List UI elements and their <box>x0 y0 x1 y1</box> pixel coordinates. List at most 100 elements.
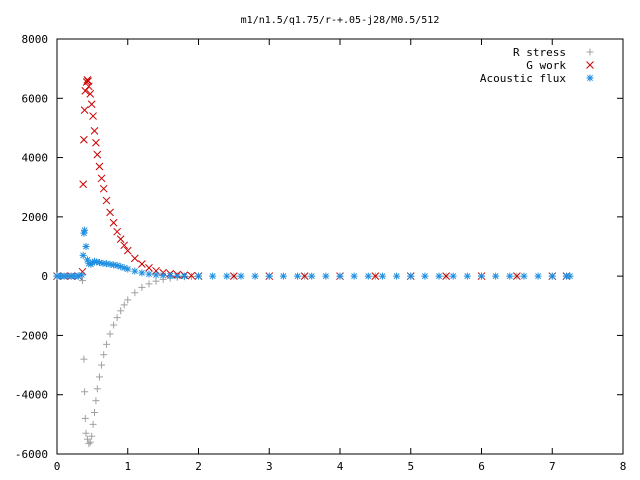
legend-label: R stress <box>513 46 566 59</box>
data-point <box>93 385 101 393</box>
data-point <box>80 106 89 114</box>
data-point <box>478 272 485 280</box>
data-point <box>513 272 521 280</box>
data-point <box>95 162 104 171</box>
data-point <box>393 272 401 280</box>
series-2 <box>53 226 574 280</box>
data-point <box>166 272 174 280</box>
x-tick-label: 6 <box>478 460 485 473</box>
data-point <box>520 272 528 280</box>
y-tick-label: 6000 <box>22 92 49 105</box>
data-point <box>265 272 273 280</box>
data-point <box>180 272 188 280</box>
data-point <box>138 260 146 268</box>
data-point <box>89 112 97 120</box>
data-point <box>93 150 102 159</box>
x-tick-label: 0 <box>54 460 61 473</box>
data-point <box>116 235 125 243</box>
x-tick-label: 7 <box>549 460 556 473</box>
x-tick-label: 3 <box>266 460 273 473</box>
data-point <box>81 87 90 95</box>
data-point <box>92 138 100 147</box>
data-point <box>123 246 132 255</box>
data-point <box>87 100 96 109</box>
data-point <box>300 272 309 280</box>
data-point <box>86 89 95 98</box>
legend-marker <box>586 74 594 82</box>
data-point <box>237 272 245 280</box>
data-point <box>79 180 88 189</box>
data-point <box>173 272 181 280</box>
x-tick-label: 8 <box>620 460 627 473</box>
data-point <box>131 267 139 275</box>
data-point <box>95 259 103 267</box>
data-point <box>187 272 195 280</box>
data-point <box>84 82 93 91</box>
x-tick-label: 4 <box>337 460 344 473</box>
data-point <box>534 272 542 280</box>
data-point <box>407 272 415 280</box>
data-point <box>350 272 358 280</box>
data-point <box>100 351 108 359</box>
y-tick-label: 2000 <box>22 211 49 224</box>
data-point <box>82 429 90 437</box>
data-point <box>86 438 94 446</box>
data-point <box>548 272 556 280</box>
data-point <box>120 264 128 272</box>
data-point <box>113 314 121 322</box>
data-point <box>124 296 132 304</box>
data-point <box>78 271 86 279</box>
data-point <box>152 277 160 285</box>
data-point <box>138 269 146 277</box>
y-tick-label: 8000 <box>22 33 49 46</box>
data-point <box>78 277 86 285</box>
data-point <box>364 272 372 280</box>
data-point <box>74 272 82 280</box>
data-point <box>90 127 99 135</box>
data-point <box>98 361 106 369</box>
data-point <box>209 272 217 280</box>
data-point <box>120 301 128 309</box>
x-tick-label: 1 <box>124 460 131 473</box>
data-point <box>449 272 457 280</box>
data-point <box>463 272 471 280</box>
data-point <box>81 414 89 422</box>
data-point <box>230 272 238 280</box>
legend-label: G work <box>526 59 566 72</box>
legend-marker <box>586 61 594 69</box>
axis-ticks: 0 1 2 3 4 5 6 7 8 -6000 -4000 -2000 0 2000 4000 6000 800… <box>15 33 626 473</box>
data-point <box>89 420 97 428</box>
data-point <box>85 440 93 448</box>
y-tick-label: 4000 <box>22 152 49 165</box>
data-point <box>80 135 88 144</box>
legend-marker <box>586 48 594 56</box>
data-point <box>195 272 202 280</box>
data-point <box>82 243 90 250</box>
data-point <box>102 196 111 205</box>
data-point <box>131 289 139 297</box>
data-point <box>145 280 153 288</box>
chart-title: m1/n1.5/q1.75/r-+.05-j28/M0.5/512 <box>241 15 440 26</box>
data-point <box>308 272 316 280</box>
data-point <box>81 226 89 234</box>
data-point <box>103 340 111 348</box>
data-point <box>124 265 132 273</box>
data-point <box>251 272 259 280</box>
data-point <box>421 272 429 280</box>
data-point <box>152 271 160 279</box>
data-point <box>492 272 500 280</box>
data-point <box>223 272 231 280</box>
data-point <box>336 272 344 280</box>
data-point <box>279 272 287 280</box>
series-layer <box>53 76 574 448</box>
x-tick-label: 2 <box>195 460 202 473</box>
y-tick-label: -6000 <box>15 448 48 461</box>
y-tick-label: -4000 <box>15 389 48 402</box>
data-point <box>566 272 574 280</box>
data-point <box>106 330 114 338</box>
data-point <box>130 254 139 263</box>
data-point <box>95 373 103 381</box>
data-point <box>371 272 380 280</box>
data-point <box>92 397 100 405</box>
